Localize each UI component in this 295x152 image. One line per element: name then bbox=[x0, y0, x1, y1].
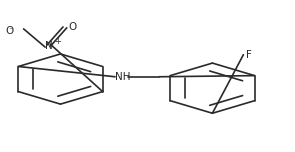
Text: F: F bbox=[246, 50, 252, 60]
Text: ⁻: ⁻ bbox=[9, 26, 13, 35]
Text: +: + bbox=[54, 37, 61, 46]
Text: O: O bbox=[5, 26, 13, 36]
Text: O: O bbox=[68, 22, 77, 32]
Text: N: N bbox=[45, 41, 53, 51]
Text: NH: NH bbox=[115, 72, 130, 82]
